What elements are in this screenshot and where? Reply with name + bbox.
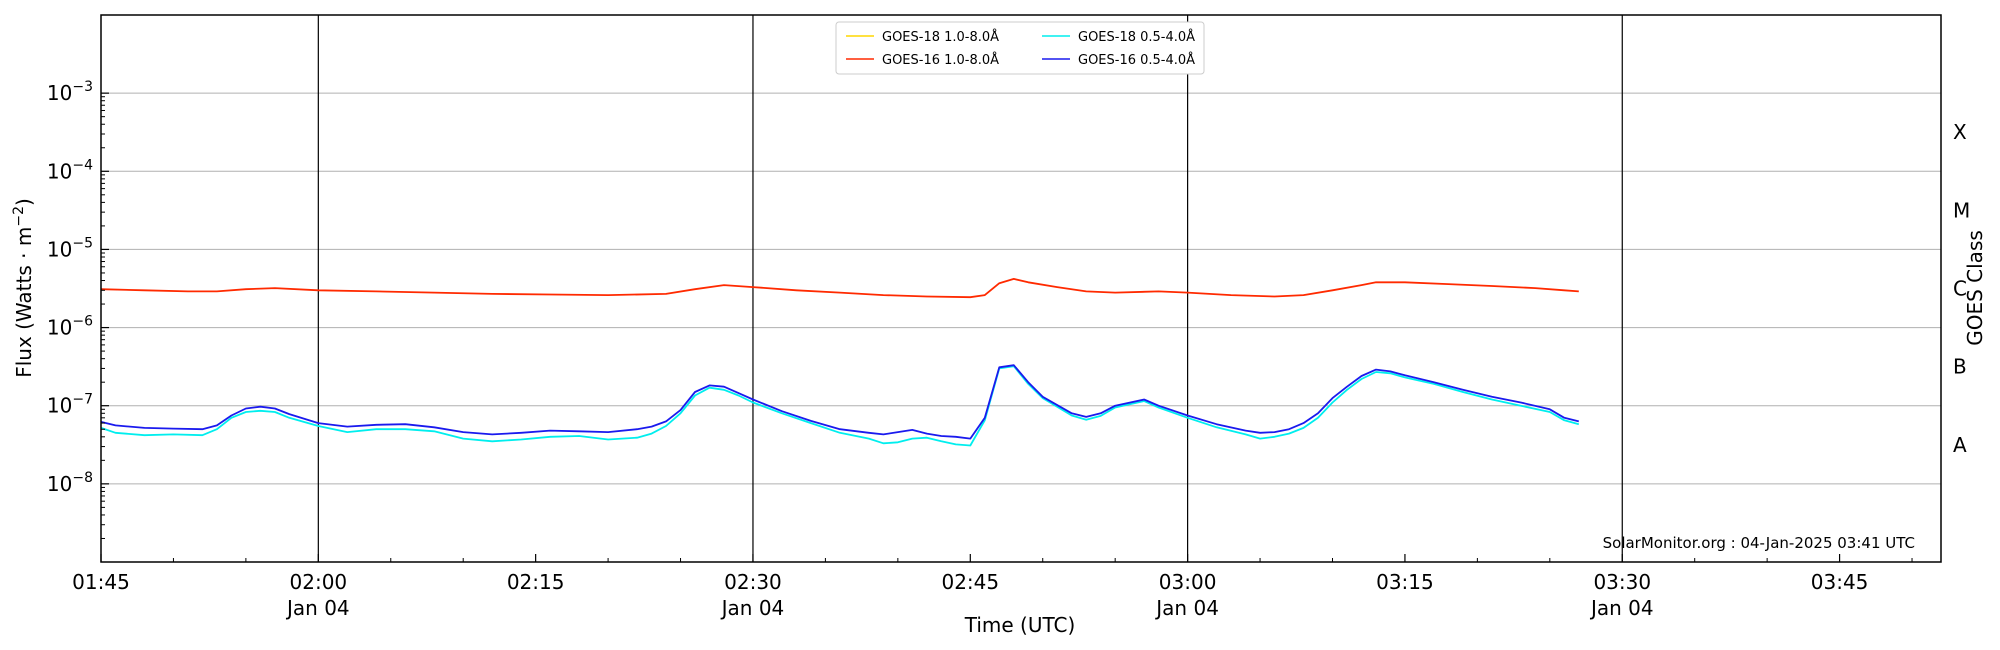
goes-class-label-c: C — [1953, 277, 1967, 301]
credit-text: SolarMonitor.org : 04-Jan-2025 03:41 UTC — [1603, 534, 1915, 552]
y-tick-base: 10 — [47, 472, 72, 496]
y-tick-base: 10 — [47, 159, 72, 183]
y-tick-label-5: 10−3 — [47, 79, 93, 105]
legend-label-0: GOES-18 1.0-8.0Å — [882, 29, 999, 45]
y-tick-label-4: 10−4 — [47, 157, 93, 183]
goes-class-label-a: A — [1953, 433, 1967, 457]
x-tick-label-6: 03:15 — [1376, 570, 1434, 594]
x-tick-label-2: 02:15 — [507, 570, 565, 594]
x-tick-label-0: 01:45 — [72, 570, 130, 594]
series-layer — [100, 277, 1580, 447]
x-tick-label-8: 03:45 — [1811, 570, 1869, 594]
y-tick-exponent: −3 — [72, 79, 93, 95]
legend-items: GOES-18 1.0-8.0Å GOES-16 1.0-8.0Å GOES-18 … — [846, 29, 1195, 68]
y-tick-base: 10 — [47, 316, 72, 340]
y-tick-label-2: 10−6 — [47, 314, 93, 340]
tick-layer — [100, 92, 1913, 562]
x-tick-label-7: 03:30 — [1593, 570, 1651, 594]
y-axis-title-suffix: ) — [12, 198, 36, 206]
y-tick-label-3: 10−5 — [47, 235, 93, 261]
series-line-2 — [100, 365, 1580, 447]
y-tick-base: 10 — [47, 81, 72, 105]
legend-label-3: GOES-16 0.5-4.0Å — [1078, 52, 1195, 68]
series-line-1 — [100, 277, 1579, 299]
y-axis-title-exponent: −2 — [11, 206, 27, 227]
goes-class-label-x: X — [1953, 120, 1967, 144]
goes-class-axis-title: GOES Class — [1963, 230, 1987, 346]
y-tick-base: 10 — [47, 394, 72, 418]
legend: GOES-18 1.0-8.0Å GOES-16 1.0-8.0Å GOES-18 … — [835, 21, 1205, 75]
x-axis-title: Time (UTC) — [964, 613, 1076, 637]
y-axis-title-prefix: Flux (Watts · m — [12, 227, 36, 378]
series-line-3 — [100, 364, 1580, 440]
y-tick-exponent: −4 — [72, 157, 93, 173]
x-tick-label-3: 02:30 — [724, 570, 782, 594]
x-tick-label-4: 02:45 — [941, 570, 999, 594]
y-tick-label-0: 10−8 — [47, 470, 93, 496]
legend-box — [835, 21, 1205, 75]
y-tick-exponent: −5 — [72, 235, 93, 251]
x-tick-label-5: 03:00 — [1159, 570, 1217, 594]
y-axis-title: Flux (Watts · m−2) — [11, 198, 36, 378]
legend-label-1: GOES-16 1.0-8.0Å — [882, 52, 999, 68]
legend-label-2: GOES-18 0.5-4.0Å — [1078, 29, 1195, 45]
goes-class-label-m: M — [1953, 198, 1970, 222]
vertical-lines-layer — [317, 15, 1623, 562]
x-tick-sublabel-7: Jan 04 — [1589, 596, 1654, 620]
x-tick-sublabel-5: Jan 04 — [1154, 596, 1219, 620]
grid-layer — [101, 92, 1941, 485]
x-tick-label-1: 02:00 — [290, 570, 348, 594]
x-tick-sublabel-3: Jan 04 — [720, 596, 785, 620]
y-tick-base: 10 — [47, 237, 72, 261]
y-tick-exponent: −7 — [72, 392, 93, 408]
y-tick-exponent: −8 — [72, 470, 93, 486]
y-tick-label-1: 10−7 — [47, 392, 93, 418]
x-tick-sublabel-1: Jan 04 — [285, 596, 350, 620]
goes-class-label-b: B — [1953, 355, 1967, 379]
plot-frame — [100, 14, 1942, 563]
y-tick-exponent: −6 — [72, 314, 93, 330]
